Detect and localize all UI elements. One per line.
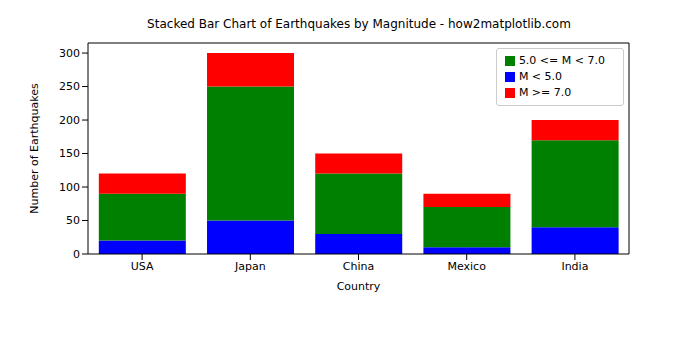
svg-text:0: 0 (73, 248, 80, 261)
svg-text:100: 100 (59, 181, 80, 194)
html-text:M >= 7.0: M >= 7.0 (518, 86, 572, 99)
svg-text:China: China (343, 260, 374, 273)
svg-text:Number of Earthquakes: Number of Earthquakes (28, 83, 41, 214)
svg-text:Mexico: Mexico (447, 260, 486, 273)
svg-text:India: India (561, 260, 588, 273)
svg-text:250: 250 (59, 80, 80, 93)
html-text:M < 5.0: M < 5.0 (518, 70, 563, 83)
svg-text:USA: USA (131, 260, 154, 273)
svg-text:200: 200 (59, 114, 80, 127)
html-text:Stacked Bar Chart of Earthquak: Stacked Bar Chart of Earthquakes by Magn… (147, 17, 571, 31)
html-text:5.0 <= M < 7.0: 5.0 <= M < 7.0 (518, 54, 605, 67)
svg-text:50: 50 (66, 214, 80, 227)
svg-text:150: 150 (59, 147, 80, 160)
svg-text:Japan: Japan (234, 260, 266, 273)
svg-text:300: 300 (59, 47, 80, 60)
svg-text:Country: Country (337, 280, 381, 293)
